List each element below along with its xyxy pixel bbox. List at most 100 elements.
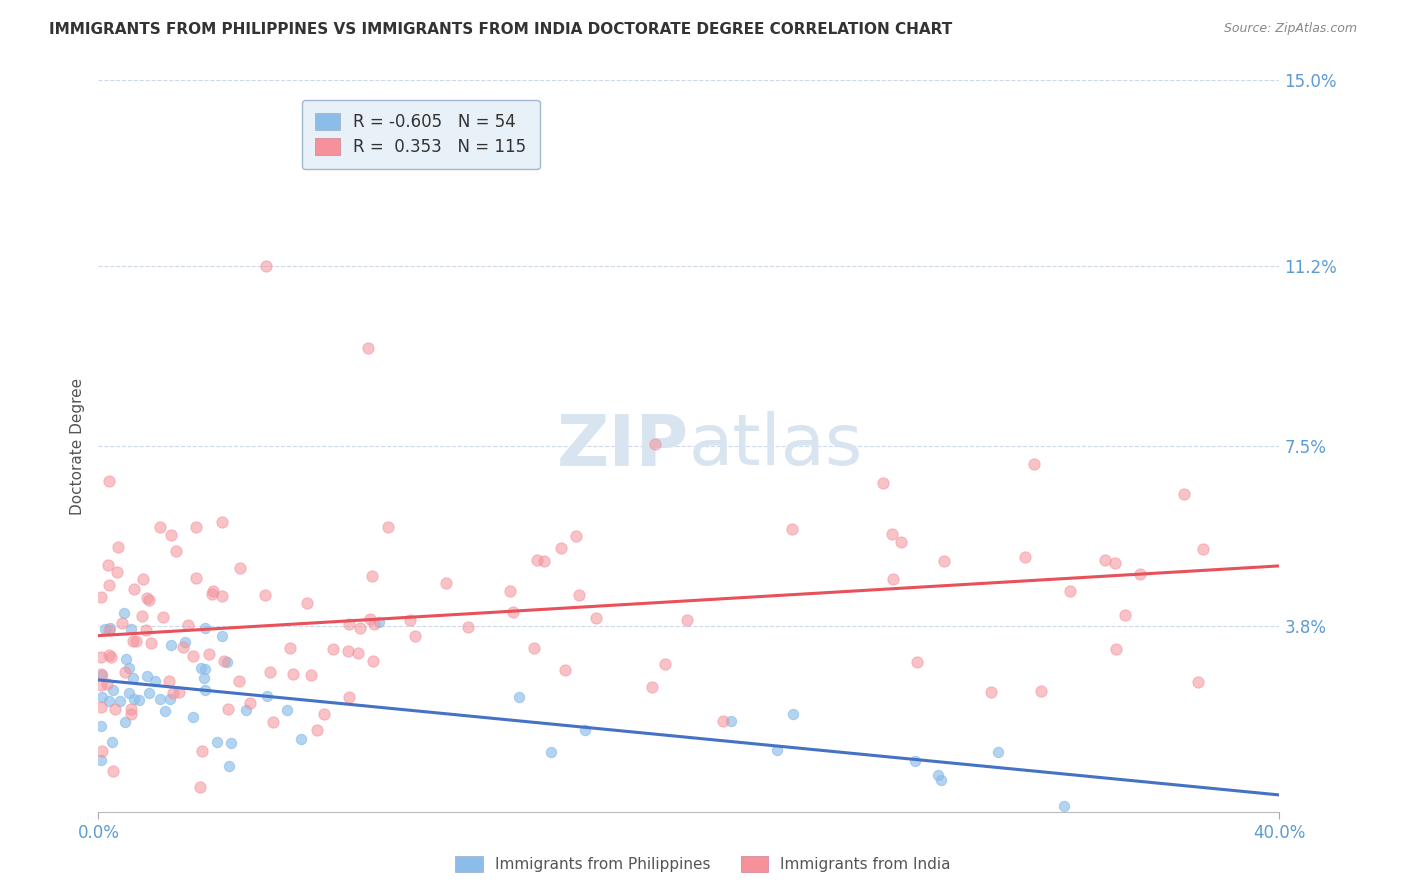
Point xyxy=(290,732,312,747)
Point xyxy=(184,570,207,584)
Point xyxy=(90,678,112,692)
Point xyxy=(295,596,318,610)
Point xyxy=(101,735,124,749)
Point xyxy=(278,640,301,655)
Point xyxy=(239,696,262,710)
Point xyxy=(299,668,322,682)
Point xyxy=(720,714,742,728)
Point xyxy=(131,609,153,624)
Point xyxy=(143,673,166,688)
Point xyxy=(138,592,160,607)
Point xyxy=(526,552,548,566)
Point xyxy=(104,702,127,716)
Point xyxy=(1104,556,1126,570)
Point xyxy=(181,648,204,663)
Point xyxy=(197,647,219,661)
Point xyxy=(872,475,894,490)
Point xyxy=(108,694,131,708)
Point xyxy=(1105,642,1128,657)
Point xyxy=(121,634,143,648)
Point xyxy=(98,578,121,592)
Point xyxy=(90,719,112,733)
Point xyxy=(565,529,588,543)
Point xyxy=(312,706,335,721)
Point xyxy=(120,702,142,716)
Point xyxy=(1187,675,1209,690)
Point xyxy=(167,684,190,698)
Point xyxy=(136,669,159,683)
Point xyxy=(1014,550,1036,565)
Point xyxy=(929,772,952,787)
Point xyxy=(128,693,150,707)
Point xyxy=(1094,553,1116,567)
Point xyxy=(1022,457,1045,471)
Point xyxy=(254,259,277,273)
Point xyxy=(138,686,160,700)
Point xyxy=(262,715,284,730)
Point xyxy=(122,692,145,706)
Point xyxy=(149,691,172,706)
Point xyxy=(905,655,928,669)
Point xyxy=(121,671,143,685)
Point xyxy=(235,703,257,717)
Point xyxy=(172,640,194,655)
Y-axis label: Doctorate Degree: Doctorate Degree xyxy=(69,377,84,515)
Point xyxy=(254,588,277,602)
Point xyxy=(349,621,371,635)
Point xyxy=(337,644,360,658)
Point xyxy=(675,613,697,627)
Point xyxy=(359,612,381,626)
Legend: Immigrants from Philippines, Immigrants from India: Immigrants from Philippines, Immigrants … xyxy=(447,848,959,880)
Point xyxy=(368,615,391,630)
Point xyxy=(190,744,212,758)
Point xyxy=(94,623,117,637)
Point xyxy=(533,554,555,568)
Point xyxy=(98,623,121,637)
Point xyxy=(118,686,141,700)
Point xyxy=(103,683,125,698)
Point xyxy=(100,650,122,665)
Point xyxy=(641,680,664,694)
Point xyxy=(112,606,135,620)
Point xyxy=(91,744,114,758)
Text: Source: ZipAtlas.com: Source: ZipAtlas.com xyxy=(1223,22,1357,36)
Point xyxy=(574,723,596,737)
Point xyxy=(188,780,211,795)
Point xyxy=(540,745,562,759)
Point xyxy=(1129,566,1152,581)
Point xyxy=(211,515,233,529)
Point xyxy=(174,635,197,649)
Point xyxy=(654,657,676,671)
Point xyxy=(1052,799,1074,814)
Point xyxy=(508,690,530,704)
Point xyxy=(211,630,233,644)
Point xyxy=(155,705,177,719)
Point xyxy=(159,638,181,652)
Point xyxy=(780,522,803,536)
Point xyxy=(554,663,576,677)
Point xyxy=(1173,487,1195,501)
Point xyxy=(229,561,252,575)
Point xyxy=(337,617,360,632)
Point xyxy=(193,671,215,685)
Point xyxy=(190,661,212,675)
Point xyxy=(457,620,479,634)
Point xyxy=(880,527,903,541)
Point xyxy=(118,661,141,675)
Point xyxy=(987,745,1010,759)
Point xyxy=(782,707,804,722)
Point xyxy=(276,703,298,717)
Point xyxy=(1114,607,1136,622)
Point xyxy=(135,591,157,605)
Point xyxy=(357,342,380,356)
Point xyxy=(114,714,136,729)
Point xyxy=(149,520,172,534)
Point xyxy=(215,655,238,669)
Point xyxy=(202,584,225,599)
Point xyxy=(159,528,181,542)
Point xyxy=(194,621,217,635)
Point xyxy=(157,673,180,688)
Point xyxy=(98,694,121,708)
Point xyxy=(98,648,121,662)
Point xyxy=(1031,684,1053,698)
